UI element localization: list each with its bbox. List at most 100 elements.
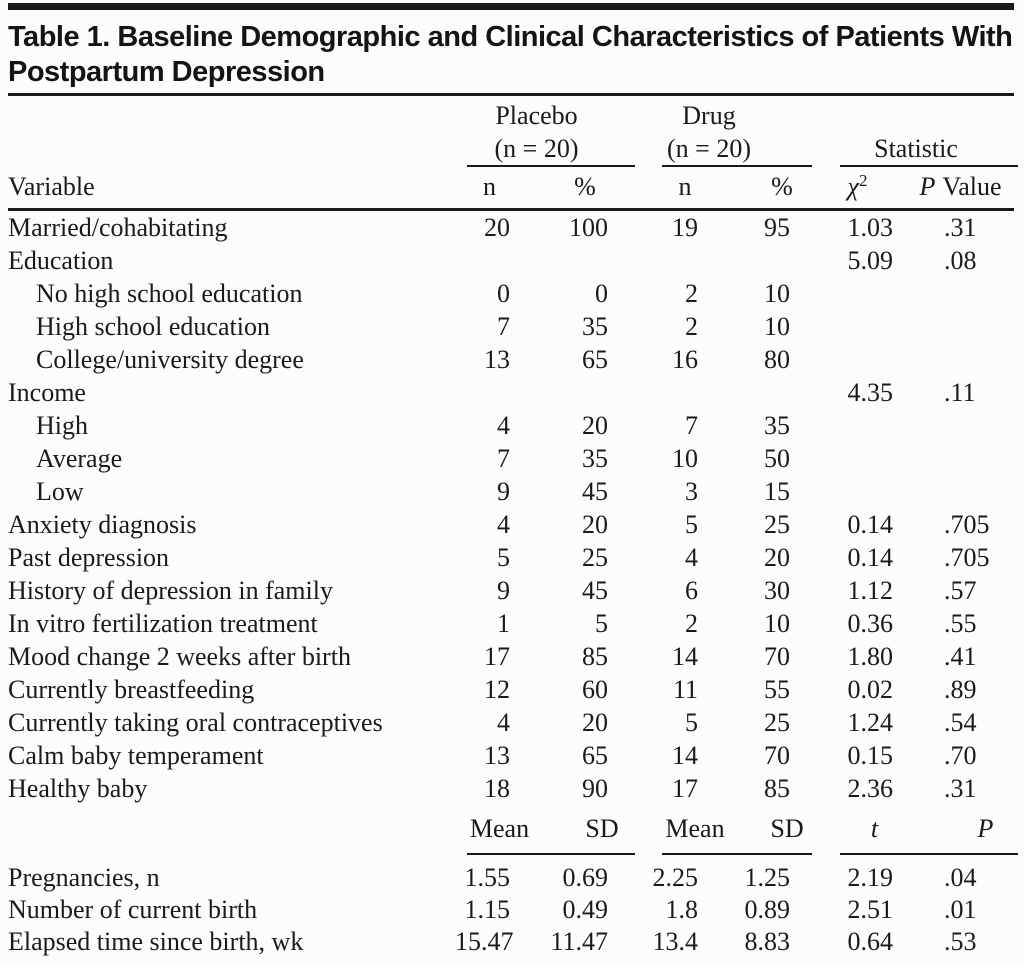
cell-placebo-n: 13 (484, 741, 510, 770)
table-row: No high school education 0 0 2 10 (8, 277, 1014, 310)
cell-p-value: .08 (944, 246, 977, 275)
header-spacer (8, 99, 455, 132)
cell-statistic: 2.36 (847, 774, 894, 803)
table-row: Healthy baby 18 90 17 85 2.36 .31 (8, 772, 1014, 805)
cell-drug-pct: 35 (764, 411, 790, 440)
table-row: Anxiety diagnosis 4 20 5 25 0.14 .705 (8, 508, 1014, 541)
cell-drug-n: 17 (672, 774, 698, 803)
cell-drug-n: 14 (672, 642, 698, 671)
cell-statistic: 0.36 (847, 609, 894, 638)
cell-drug-pct: 55 (764, 675, 790, 704)
cell-drug-n: 2 (685, 609, 698, 638)
cell-drug-pct: 1.25 (744, 863, 791, 892)
row-label: Healthy baby (8, 774, 148, 803)
placebo-n-column-header: n (455, 169, 520, 208)
cell-statistic (800, 442, 903, 475)
cell-drug-pct: 50 (764, 444, 790, 473)
cell-drug-n: 5 (685, 510, 698, 539)
row-label: Mood change 2 weeks after birth (8, 642, 351, 671)
table-row: Mood change 2 weeks after birth 17 85 14 70 1… (8, 640, 1014, 673)
cell-p-value: .04 (944, 863, 977, 892)
row-label: High school education (36, 312, 270, 341)
row-label: Elapsed time since birth, wk (8, 927, 304, 956)
cell-drug-n (618, 376, 708, 409)
mean-label: Mean (665, 814, 725, 843)
cell-drug-n: 6 (685, 576, 698, 605)
chi-square-column-header: χ2 (800, 169, 903, 208)
chi-exponent: 2 (858, 171, 868, 190)
continuous-header: Mean SD Mean SD t P (8, 805, 1018, 857)
cell-drug-n: 3 (685, 477, 698, 506)
p-column-header: P (903, 807, 1014, 851)
row-label: Pregnancies, n (8, 863, 160, 892)
t-label: t (870, 814, 879, 843)
cell-statistic: 1.12 (847, 576, 894, 605)
header-spacer (8, 132, 455, 165)
row-label: History of depression in family (8, 576, 333, 605)
cell-placebo-pct: 65 (582, 345, 608, 374)
cell-placebo-n: 7 (497, 312, 510, 341)
cell-drug-n: 10 (672, 444, 698, 473)
cell-placebo-n (455, 376, 520, 409)
table-top-bar (8, 3, 1014, 10)
table-row: Currently breastfeeding 12 60 11 55 0.02 .89 (8, 673, 1014, 706)
group-header-placebo: Placebo (495, 101, 578, 130)
row-label: Low (36, 477, 84, 506)
placebo-mean-column-header: Mean (455, 807, 529, 851)
table-row: Education 5.09 .08 (8, 244, 1014, 277)
mean-label: Mean (469, 814, 530, 843)
cell-placebo-pct: 20 (582, 411, 608, 440)
cell-p-value: .53 (944, 927, 977, 956)
p-value-column-header: P Value (903, 169, 1014, 208)
p-glyph: P (919, 172, 936, 201)
table-row: Number of current birth 1.15 0.49 1.8 0.89 2.… (8, 894, 1014, 926)
cell-drug-pct: 70 (764, 741, 790, 770)
cell-placebo-pct: 35 (582, 312, 608, 341)
cell-placebo-n: 4 (497, 510, 510, 539)
cell-placebo-pct: 100 (569, 213, 608, 242)
cell-drug-pct: 15 (764, 477, 790, 506)
cell-placebo-pct (520, 244, 618, 277)
cell-drug-n: 16 (672, 345, 698, 374)
percent-label: % (771, 172, 793, 201)
cell-drug-pct: 30 (764, 576, 790, 605)
sd-label: SD (585, 814, 619, 843)
cell-placebo-pct: 25 (582, 543, 608, 572)
drug-spanner-rule (662, 165, 812, 167)
cell-placebo-pct: 20 (582, 510, 608, 539)
row-label: Income (8, 378, 86, 407)
cell-statistic (800, 409, 903, 442)
cell-statistic (800, 475, 903, 508)
table-row: Married/cohabitating 20 100 19 95 1.03 .31 (8, 211, 1014, 244)
cell-p-value: .11 (944, 378, 976, 407)
cell-drug-n: 5 (685, 708, 698, 737)
cell-drug-n: 13.4 (652, 927, 699, 956)
cell-drug-pct: 25 (764, 510, 790, 539)
cell-drug-pct: 25 (764, 708, 790, 737)
cell-drug-n: 1.8 (665, 895, 699, 924)
variable-column-header: Variable (8, 172, 95, 201)
cell-p-value: .31 (944, 213, 977, 242)
row-label: High (36, 411, 88, 440)
cell-p-value: .705 (944, 543, 990, 572)
continuous-rows-section: Pregnancies, n 1.55 0.69 2.25 1.25 2.19.04 Num… (8, 857, 1014, 958)
cell-drug-n (618, 244, 708, 277)
cell-placebo-n: 17 (484, 642, 510, 671)
chi-square-label: χ2 (848, 171, 868, 201)
cell-statistic: 0.02 (847, 675, 894, 704)
drug-pct-column-header: % (708, 169, 800, 208)
cell-placebo-pct: 90 (582, 774, 608, 803)
row-label: Currently taking oral contraceptives (8, 708, 383, 737)
drug-sd-column-header: SD (708, 807, 803, 851)
table-row: High school education 7 35 2 10 (8, 310, 1014, 343)
cell-statistic (800, 277, 903, 310)
cell-statistic: 0.14 (847, 543, 894, 572)
placebo-spanner-rule (467, 165, 635, 167)
t-statistic-column-header: t (800, 807, 903, 851)
table-row: Low 9 45 3 15 (8, 475, 1014, 508)
table-header: Placebo Drug (n = 20) (n = 20) Statistic… (8, 96, 1018, 208)
table-row: Past depression 5 25 4 20 0.14 .705 (8, 541, 1014, 574)
group-header-drug: Drug (682, 101, 736, 130)
cell-placebo-n: 13 (484, 345, 510, 374)
cell-placebo-pct: 20 (582, 708, 608, 737)
